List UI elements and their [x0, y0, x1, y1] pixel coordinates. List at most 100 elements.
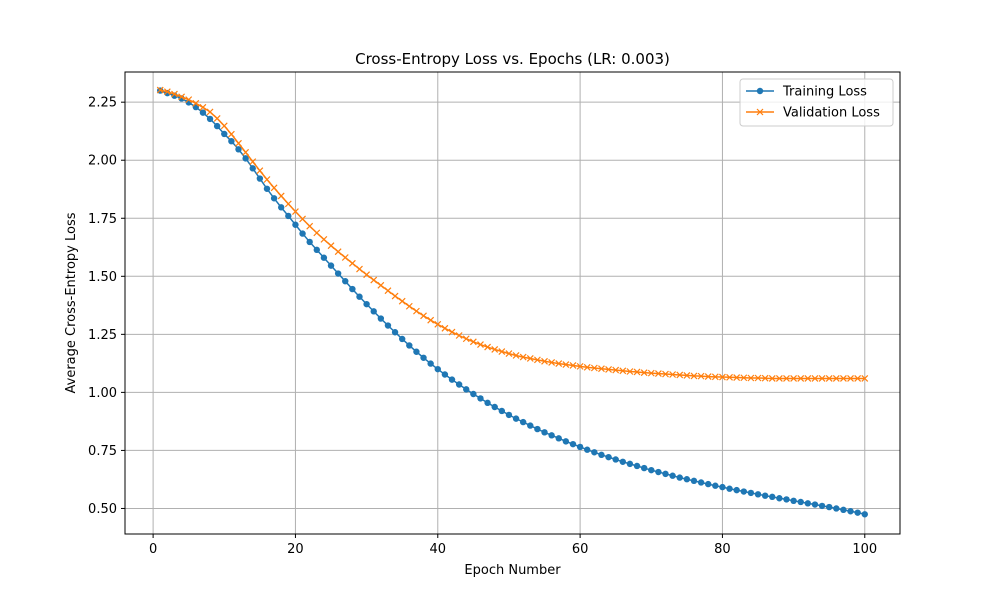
data-point — [434, 365, 441, 373]
data-point — [498, 348, 506, 355]
data-point — [469, 338, 477, 346]
data-point — [790, 497, 797, 505]
data-point — [213, 115, 221, 122]
data-point — [228, 137, 235, 145]
data-point — [804, 375, 812, 382]
data-point — [420, 312, 427, 320]
data-point — [832, 375, 840, 382]
data-point — [797, 498, 804, 506]
legend-entry: Training Loss — [746, 85, 867, 100]
data-point — [683, 476, 691, 483]
data-point — [363, 300, 370, 308]
data-point — [726, 373, 733, 381]
data-point — [377, 315, 385, 322]
y-tick-label: 2.00 — [88, 154, 117, 169]
data-point — [256, 175, 264, 182]
data-point — [441, 371, 449, 378]
y-tick-label: 0.50 — [88, 502, 117, 517]
data-point — [769, 493, 776, 501]
data-point — [555, 360, 563, 368]
data-point — [413, 348, 420, 355]
data-point — [398, 297, 406, 305]
data-point — [284, 200, 292, 208]
data-point — [398, 335, 406, 343]
plot-frame — [124, 71, 901, 535]
data-point — [669, 472, 676, 479]
data-point — [278, 204, 285, 211]
data-point — [519, 418, 527, 426]
y-tick-label: 0.75 — [88, 444, 117, 459]
data-point — [391, 329, 399, 336]
data-point — [434, 320, 442, 328]
data-point — [448, 328, 456, 336]
series-line — [159, 89, 865, 516]
axes: 0 20 40 60 80 100 0.50 0.75 1.00 1.25 1.50 1.75 2.00… — [88, 96, 877, 557]
data-point — [341, 254, 349, 261]
data-point — [825, 375, 833, 382]
data-point — [405, 302, 413, 310]
data-point — [811, 501, 819, 508]
data-point — [541, 429, 548, 436]
data-point — [854, 509, 861, 516]
data-point — [562, 361, 570, 368]
data-point — [491, 403, 498, 411]
x-tick-label: 100 — [852, 542, 877, 557]
data-point — [804, 500, 812, 507]
grid — [125, 72, 900, 534]
x-tick-label: 0 — [149, 542, 157, 557]
data-point — [427, 316, 435, 324]
data-point — [655, 468, 662, 476]
series-training-loss — [157, 87, 868, 518]
x-tick-label: 20 — [287, 542, 304, 557]
series-layer — [156, 86, 869, 518]
data-point — [441, 324, 449, 332]
data-point — [327, 262, 335, 269]
data-point — [377, 281, 385, 289]
data-point — [299, 215, 306, 223]
data-point — [591, 449, 598, 456]
data-point — [171, 90, 178, 98]
data-point — [839, 375, 847, 382]
data-point — [306, 238, 313, 246]
data-point — [270, 184, 278, 192]
legend-marker — [756, 87, 764, 95]
data-point — [569, 362, 577, 369]
data-point — [847, 508, 854, 515]
data-point — [327, 242, 335, 250]
data-point — [242, 155, 249, 162]
data-point — [470, 390, 477, 398]
data-point — [533, 356, 541, 364]
data-point — [342, 277, 349, 285]
data-point — [406, 342, 413, 349]
data-point — [633, 368, 641, 376]
data-point — [740, 488, 747, 495]
data-point — [477, 341, 484, 348]
legend-marker — [756, 108, 764, 116]
data-point — [647, 369, 655, 377]
data-point — [413, 307, 420, 315]
data-point — [662, 470, 669, 478]
data-point — [633, 462, 641, 470]
data-point — [690, 477, 698, 485]
data-point — [747, 489, 755, 497]
data-point — [783, 496, 790, 503]
data-point — [598, 365, 605, 373]
legend-label: Training Loss — [782, 85, 867, 100]
data-point — [420, 354, 427, 361]
data-point — [818, 502, 826, 510]
legend-box — [739, 78, 894, 127]
data-point — [768, 375, 776, 382]
data-point — [320, 235, 328, 243]
data-point — [199, 103, 207, 111]
data-point — [740, 374, 748, 382]
legend: Training Loss Validation Loss — [739, 78, 894, 127]
data-point — [348, 259, 356, 267]
data-point — [270, 195, 278, 202]
data-point — [626, 368, 634, 375]
data-point — [292, 221, 299, 228]
data-point — [178, 93, 186, 101]
y-tick-label: 1.75 — [88, 212, 117, 227]
data-point — [477, 395, 484, 402]
data-point — [263, 176, 271, 183]
